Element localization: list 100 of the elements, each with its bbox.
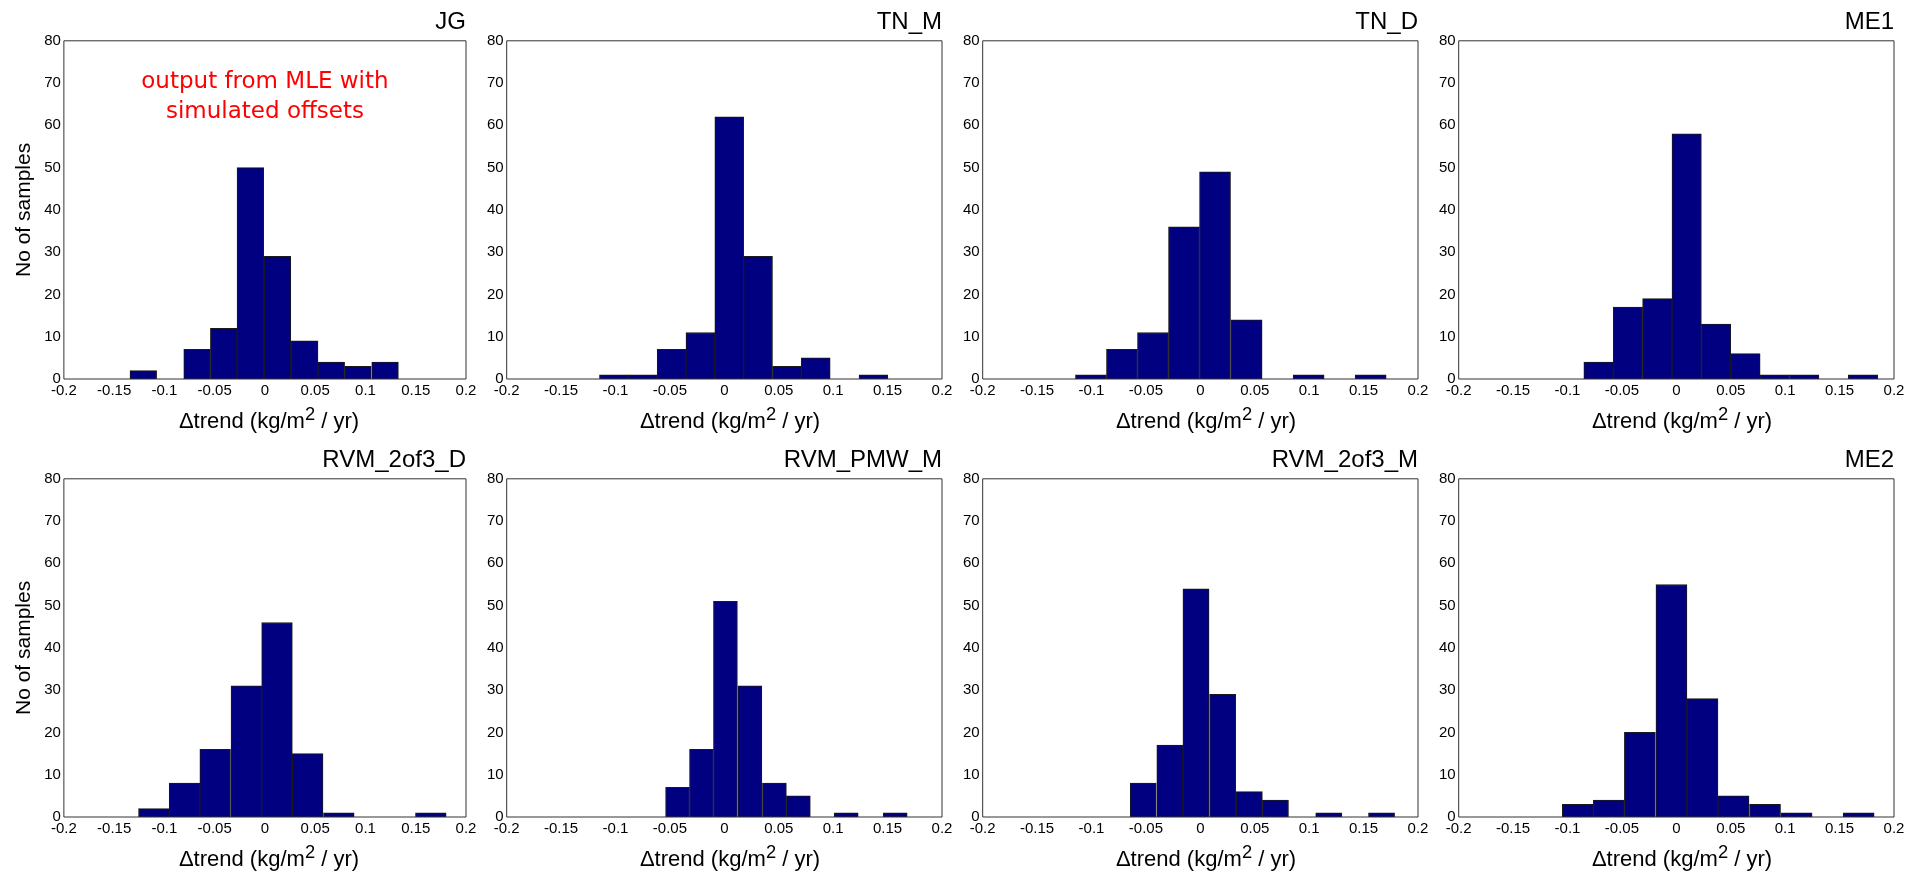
chart-title: RVM_2of3_M xyxy=(1271,445,1418,473)
y-tick-label: 70 xyxy=(1439,511,1456,529)
x-tick-label: 0.05 xyxy=(1716,819,1746,837)
x-tick-label: -0.1 xyxy=(151,819,178,837)
y-axis-title: No of samples xyxy=(11,580,35,716)
y-tick-label: 10 xyxy=(487,764,504,782)
y-tick-label: 20 xyxy=(963,722,980,740)
y-tick-label: 70 xyxy=(1439,73,1456,91)
y-tick-label: 50 xyxy=(1439,157,1456,175)
y-tick-label: 30 xyxy=(487,242,504,260)
x-tick-label: -0.1 xyxy=(602,819,629,837)
x-axis-title: Δtrend (kg/m$^{2}$ / yr) xyxy=(1114,841,1298,873)
x-tick-label: -0.05 xyxy=(652,381,688,399)
y-tick-label: 30 xyxy=(963,242,980,260)
chart-title: TN_M xyxy=(876,7,942,35)
y-tick-label: 70 xyxy=(44,73,61,91)
x-tick-label: 0.15 xyxy=(1348,381,1379,399)
x-tick-label: 0.15 xyxy=(872,819,903,837)
x-axis-title: Δtrend (kg/m$^{2}$ / yr) xyxy=(177,403,361,435)
x-tick-label: 0.2 xyxy=(931,381,953,399)
x-tick-label: -0.1 xyxy=(1554,819,1581,837)
y-tick-label: 80 xyxy=(963,468,980,486)
x-axis-title: Δtrend (kg/m$^{2}$ / yr) xyxy=(638,841,822,873)
y-tick-label: 80 xyxy=(44,468,61,486)
x-tick-label: -0.15 xyxy=(1496,819,1531,837)
x-tick-label: 0 xyxy=(260,381,270,399)
chart-title: ME1 xyxy=(1844,7,1894,35)
x-tick-label: 0.05 xyxy=(1240,819,1270,837)
x-tick-label: -0.15 xyxy=(1020,819,1055,837)
annotation: output from MLE with simulated offsets xyxy=(141,67,389,124)
y-tick-label: 80 xyxy=(963,30,980,48)
y-tick-label: 50 xyxy=(44,595,61,613)
y-tick-label: 30 xyxy=(963,680,980,698)
x-tick-label: -0.05 xyxy=(1128,381,1164,399)
y-tick-label: 50 xyxy=(487,157,504,175)
chart-title: TN_D xyxy=(1355,7,1418,35)
x-tick-label: 0.2 xyxy=(931,819,953,837)
y-tick-label: 20 xyxy=(44,284,61,302)
y-tick-label: 10 xyxy=(1439,764,1456,782)
x-tick-label: -0.1 xyxy=(1078,381,1105,399)
x-tick-label: -0.1 xyxy=(151,381,178,399)
x-tick-label: -0.15 xyxy=(1020,381,1055,399)
y-tick-label: 60 xyxy=(44,553,61,571)
x-tick-label: -0.05 xyxy=(197,381,232,399)
x-tick-label: 0.05 xyxy=(300,381,330,399)
x-tick-label: 0.05 xyxy=(1240,381,1270,399)
y-tick-label: 30 xyxy=(44,242,61,260)
x-tick-label: -0.15 xyxy=(544,381,579,399)
x-tick-label: 0 xyxy=(1196,819,1205,837)
x-tick-label: -0.05 xyxy=(1128,819,1164,837)
y-tick-label: 60 xyxy=(963,553,980,571)
y-tick-label: 20 xyxy=(1439,284,1456,302)
y-tick-label: 70 xyxy=(487,73,504,91)
y-tick-label: 20 xyxy=(1439,722,1456,740)
x-tick-label: 0.2 xyxy=(1883,819,1905,837)
y-tick-label: 70 xyxy=(963,511,980,529)
y-tick-label: 80 xyxy=(44,30,61,48)
x-tick-label: 0.05 xyxy=(764,381,794,399)
x-tick-label: 0.15 xyxy=(401,381,431,399)
y-tick-label: 60 xyxy=(1439,553,1456,571)
y-tick-label: 50 xyxy=(487,595,504,613)
y-tick-label: 30 xyxy=(1439,680,1456,698)
x-tick-label: -0.1 xyxy=(1554,381,1581,399)
y-tick-label: 40 xyxy=(963,200,980,218)
x-tick-label: 0.05 xyxy=(1716,381,1746,399)
x-tick-label: 0.15 xyxy=(1824,381,1855,399)
y-tick-label: 20 xyxy=(487,284,504,302)
y-tick-label: 10 xyxy=(44,326,61,344)
y-tick-label: 70 xyxy=(963,73,980,91)
y-tick-label: 40 xyxy=(1439,200,1456,218)
x-tick-label: -0.05 xyxy=(1604,381,1640,399)
x-tick-label: 0 xyxy=(1672,819,1681,837)
x-tick-label: -0.05 xyxy=(652,819,688,837)
x-tick-label: 0.15 xyxy=(1348,819,1379,837)
x-tick-label: 0.1 xyxy=(355,819,376,837)
y-tick-label: 40 xyxy=(44,200,61,218)
y-tick-label: 80 xyxy=(1439,468,1456,486)
y-tick-label: 10 xyxy=(487,326,504,344)
y-tick-label: 60 xyxy=(1439,115,1456,133)
y-tick-label: 20 xyxy=(963,284,980,302)
y-tick-label: 10 xyxy=(1439,326,1456,344)
y-tick-label: 60 xyxy=(44,115,61,133)
x-tick-label: 0 xyxy=(1672,381,1681,399)
y-tick-label: 80 xyxy=(487,30,504,48)
y-tick-label: 20 xyxy=(44,722,61,740)
x-axis-title: Δtrend (kg/m$^{2}$ / yr) xyxy=(1590,841,1774,873)
y-tick-label: 70 xyxy=(44,511,61,529)
x-tick-label: 0.1 xyxy=(1774,381,1796,399)
x-tick-label: -0.15 xyxy=(97,381,132,399)
y-tick-label: 60 xyxy=(487,553,504,571)
x-tick-label: 0.2 xyxy=(455,819,477,837)
y-tick-label: 80 xyxy=(487,468,504,486)
y-tick-label: 30 xyxy=(1439,242,1456,260)
y-tick-label: 50 xyxy=(963,595,980,613)
y-tick-label: 60 xyxy=(487,115,504,133)
x-tick-label: -0.1 xyxy=(1078,819,1105,837)
chart-title: ME2 xyxy=(1844,445,1894,473)
y-tick-label: 10 xyxy=(44,764,61,782)
x-tick-label: -0.15 xyxy=(544,819,579,837)
y-tick-label: 10 xyxy=(963,326,980,344)
